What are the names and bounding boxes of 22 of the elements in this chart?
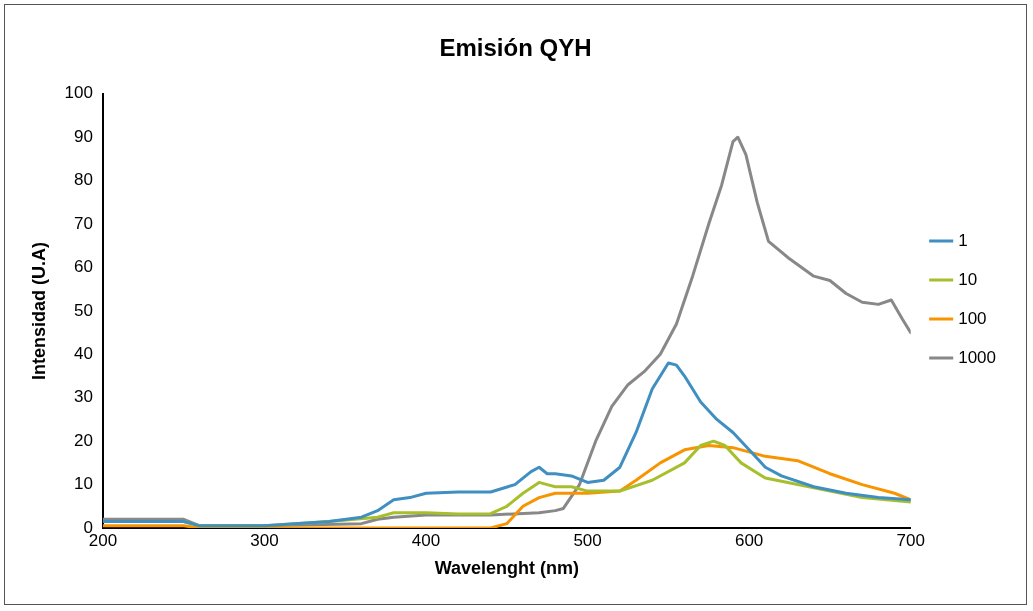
y-tick-label: 70 xyxy=(74,213,93,233)
x-axis-title: Wavelenght (nm) xyxy=(434,558,579,579)
y-tick-label: 10 xyxy=(74,474,93,494)
y-tick-label: 30 xyxy=(74,387,93,407)
legend-label: 100 xyxy=(958,308,987,328)
legend-label: 10 xyxy=(958,269,978,289)
chart-title: Emisión QYH xyxy=(439,34,592,62)
x-tick-label: 500 xyxy=(573,530,602,550)
x-tick-label: 600 xyxy=(734,530,764,550)
y-tick-label: 20 xyxy=(74,430,93,450)
y-tick-label: 50 xyxy=(74,300,93,320)
y-tick-label: 40 xyxy=(74,344,93,364)
x-tick-label: 400 xyxy=(411,530,441,550)
legend-label: 1 xyxy=(958,230,968,250)
y-tick-label: 60 xyxy=(74,257,93,277)
legend-label: 1000 xyxy=(958,347,997,367)
y-tick-label: 80 xyxy=(74,170,93,190)
x-tick-label: 700 xyxy=(896,530,925,550)
y-tick-label: 90 xyxy=(74,126,93,146)
y-axis-title: Intensidad (U.A) xyxy=(28,241,49,380)
y-tick-label: 100 xyxy=(64,83,93,103)
x-tick-label: 300 xyxy=(250,530,279,550)
